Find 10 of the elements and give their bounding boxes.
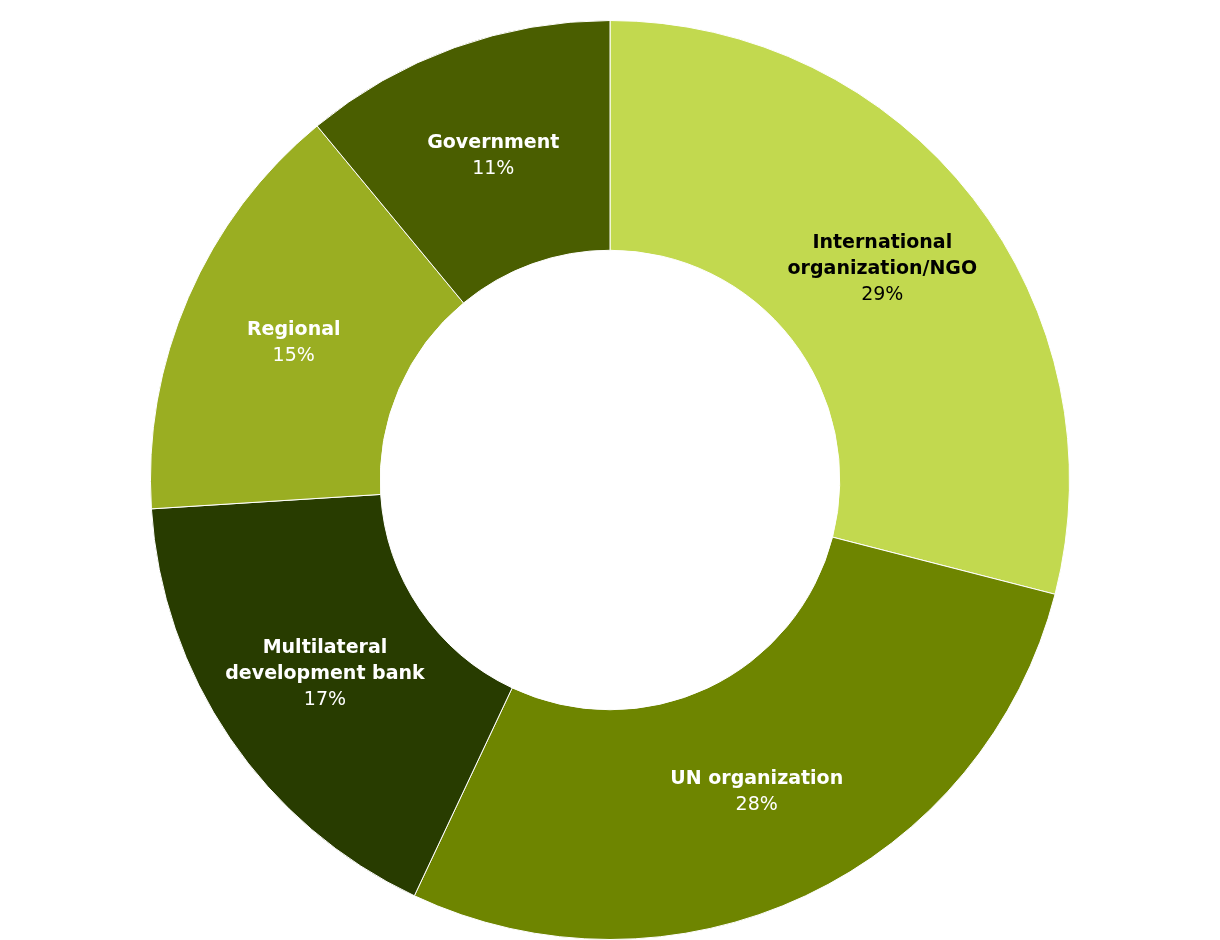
slice-label: International organization/NGO — [787, 229, 978, 278]
slice-label: Multilateral development bank — [225, 634, 426, 683]
data-label: 17% — [303, 686, 347, 709]
slice-label: Regional — [246, 317, 341, 340]
slice-label: UN organization — [670, 765, 844, 788]
data-label: 15% — [272, 343, 315, 366]
data-label: 28% — [735, 791, 778, 814]
slice-label: Government — [427, 129, 560, 152]
data-label: 29% — [861, 281, 904, 304]
data-label: 11% — [472, 155, 515, 178]
